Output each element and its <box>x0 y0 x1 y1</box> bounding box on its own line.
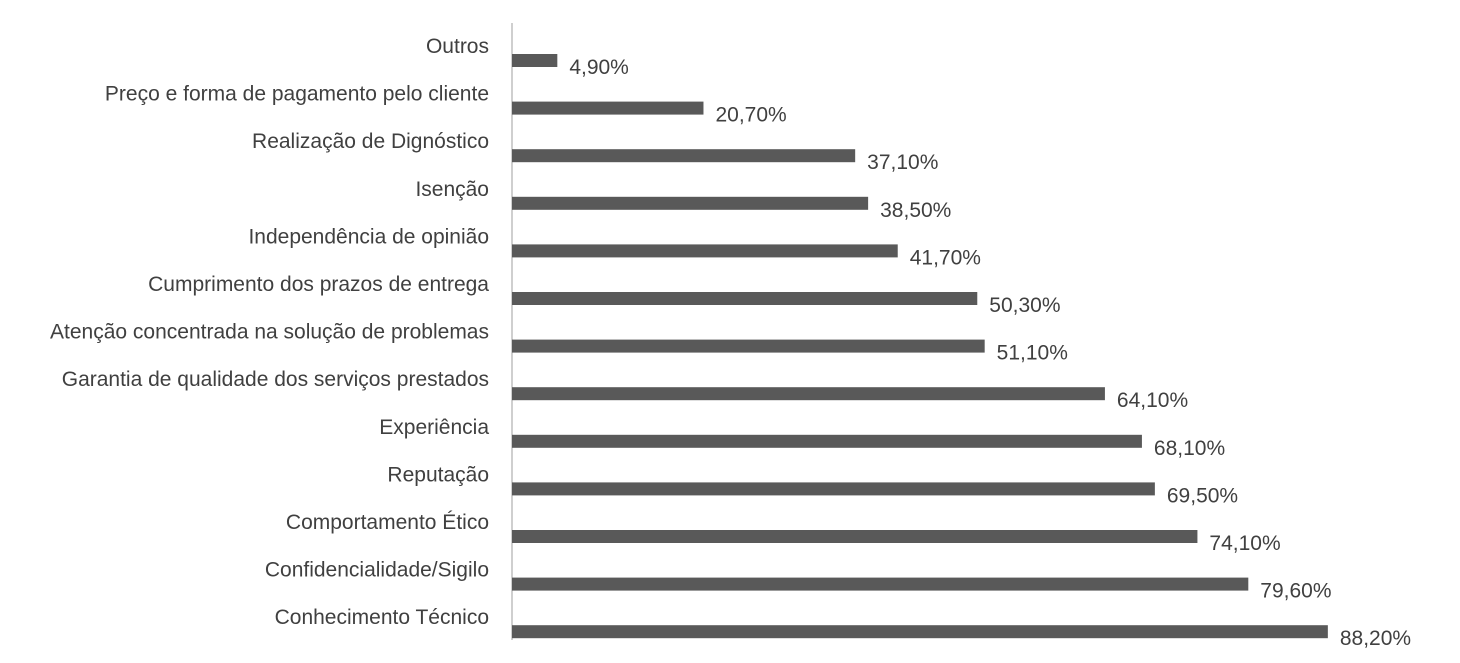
value-label: 64,10% <box>1117 389 1188 412</box>
bar <box>512 482 1155 496</box>
category-label: Experiência <box>379 416 489 439</box>
value-label: 74,10% <box>1209 532 1280 555</box>
value-label: 4,90% <box>569 56 629 79</box>
bar <box>512 149 856 163</box>
value-label: 38,50% <box>880 199 951 222</box>
category-label: Independência de opinião <box>248 225 489 248</box>
value-label: 37,10% <box>867 151 938 174</box>
value-label: 20,70% <box>715 104 786 127</box>
value-label: 69,50% <box>1167 484 1238 507</box>
category-label: Garantia de qualidade dos serviços prest… <box>62 368 489 391</box>
category-label: Realização de Dignóstico <box>252 130 489 153</box>
bar <box>512 530 1198 543</box>
category-label: Isenção <box>415 178 489 201</box>
bar <box>512 577 1249 591</box>
value-label: 68,10% <box>1154 437 1225 460</box>
bar <box>512 387 1105 401</box>
category-label: Cumprimento dos prazos de entrega <box>148 273 489 296</box>
value-label: 88,20% <box>1340 627 1411 650</box>
bars-group <box>512 54 1328 639</box>
bar <box>512 101 704 115</box>
value-labels-group: 4,90% 20,70% 37,10% 38,50% 41,70% 50,30% 51,10… <box>569 56 1411 650</box>
category-label: Conhecimento Técnico <box>275 606 489 629</box>
bar <box>512 434 1142 448</box>
category-label: Preço e forma de pagamento pelo cliente <box>105 83 489 106</box>
value-label: 50,30% <box>989 294 1060 317</box>
category-label: Comportamento Ético <box>286 511 489 534</box>
category-label: Reputação <box>387 463 489 486</box>
value-label: 79,60% <box>1260 580 1331 603</box>
bar <box>512 625 1328 639</box>
category-label: Outros <box>426 35 489 58</box>
bar <box>512 54 558 67</box>
value-label: 41,70% <box>910 246 981 269</box>
category-label: Confidencialidade/Sigilo <box>265 559 489 582</box>
category-labels-group: Outros Preço e forma de pagamento pelo cl… <box>50 35 489 629</box>
bar <box>512 292 978 305</box>
value-label: 51,10% <box>997 342 1068 365</box>
bar <box>512 339 985 353</box>
category-label: Atenção concentrada na solução de proble… <box>50 321 489 344</box>
bar <box>512 244 898 258</box>
bar <box>512 196 869 210</box>
